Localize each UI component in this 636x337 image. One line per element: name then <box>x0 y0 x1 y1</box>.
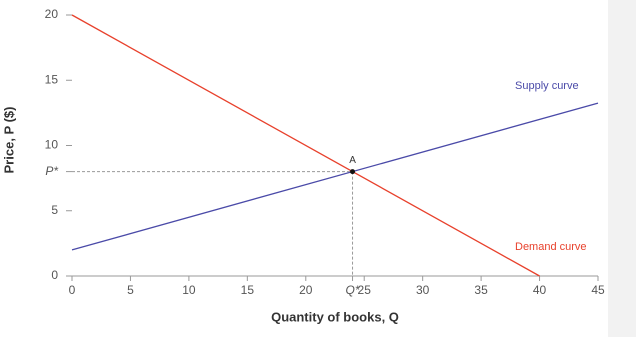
y-tick-label: P* <box>45 164 58 178</box>
curve <box>71 14 540 277</box>
x-tick-label: 20 <box>299 283 313 297</box>
curve <box>71 102 599 251</box>
x-tick-label: 45 <box>591 283 605 297</box>
y-tick-label: 10 <box>45 138 59 152</box>
equilibrium-point <box>350 169 356 175</box>
x-tick-label: 5 <box>127 283 134 297</box>
x-axis-title: Quantity of books, Q <box>271 309 399 324</box>
y-tick-label: 15 <box>45 72 59 86</box>
x-tick-label: 40 <box>533 283 547 297</box>
x-tick-label: 10 <box>182 283 196 297</box>
x-tick-label: 15 <box>241 283 255 297</box>
y-axis-title: Price, P ($) <box>1 107 16 174</box>
y-tick-label: 0 <box>51 268 58 282</box>
y-tick-label: 20 <box>45 7 59 21</box>
x-tick-label: 25 <box>358 283 372 297</box>
y-tick-label: 5 <box>51 203 58 217</box>
side-strip <box>608 0 636 337</box>
point-label: A <box>349 155 356 166</box>
curve-label: Supply curve <box>515 80 579 92</box>
x-tick-label: 30 <box>416 283 430 297</box>
x-tick-label: Q* <box>346 283 360 297</box>
x-tick-label: 0 <box>69 283 76 297</box>
x-tick-label: 35 <box>474 283 488 297</box>
curve-label: Demand curve <box>515 241 587 253</box>
